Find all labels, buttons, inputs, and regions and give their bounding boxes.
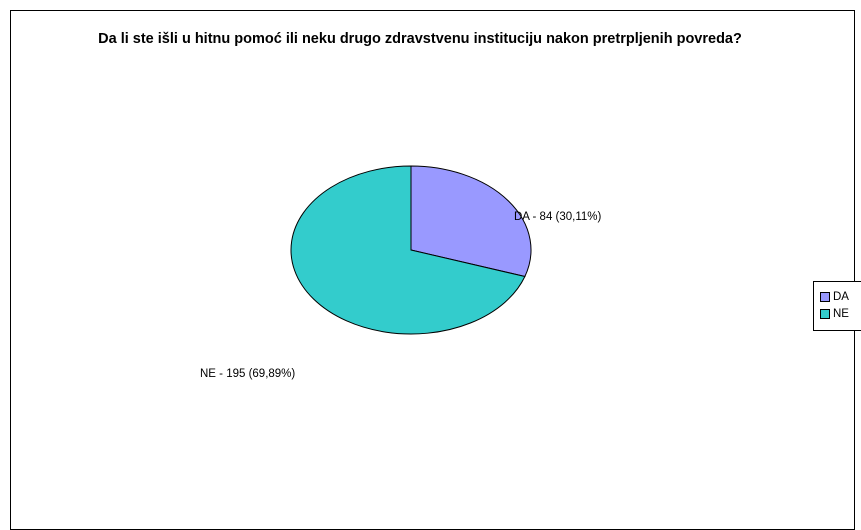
legend-swatch-da (820, 291, 830, 302)
legend-swatch-ne (820, 308, 830, 319)
legend-item-ne: NE (820, 305, 861, 322)
pie-slice-da (410, 165, 532, 278)
slice-label-da: DA - 84 (30,11%) (514, 211, 602, 223)
legend: DA NE (813, 281, 861, 331)
legend-label-da: DA (833, 290, 849, 303)
legend-label-ne: NE (833, 307, 849, 320)
slice-label-ne: NE - 195 (69,89%) (200, 368, 295, 380)
pie-slice-ne (290, 165, 526, 335)
chart-title: Da li ste išli u hitnu pomoć ili neku dr… (98, 31, 742, 47)
legend-item-da: DA (820, 288, 861, 305)
pie-chart: DA - 84 (30,11%) NE - 195 (69,89%) (200, 165, 602, 380)
